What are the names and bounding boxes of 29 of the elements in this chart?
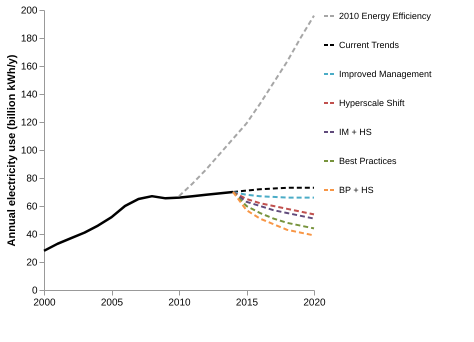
y-tick-label: 200: [20, 6, 38, 16]
x-tick-label: 2000: [33, 298, 56, 308]
legend-label: 2010 Energy Efficiency: [339, 11, 432, 21]
y-tick-label: 60: [26, 202, 38, 212]
legend-label: IM + HS: [339, 127, 372, 137]
y-tick-label: 100: [20, 146, 38, 156]
y-tick-label: 180: [20, 34, 38, 44]
y-tick-label: 20: [26, 258, 38, 268]
y-tick-label: 140: [20, 90, 38, 100]
line-series: [232, 191, 315, 236]
legend-label: Current Trends: [339, 40, 400, 50]
x-tick-label: 2010: [168, 298, 192, 308]
y-tick-label: 40: [26, 230, 38, 240]
x-tick-label: 2015: [236, 298, 259, 308]
line-series: [232, 191, 315, 230]
line-series: [178, 14, 315, 198]
legend-label: Best Practices: [339, 156, 398, 166]
legend-label: Improved Management: [339, 69, 432, 79]
y-tick-label: 80: [26, 174, 38, 184]
x-tick-label: 2005: [100, 298, 124, 308]
y-tick-label: 120: [20, 118, 38, 128]
line-series: [232, 191, 315, 220]
x-tick-label: 2020: [303, 298, 326, 308]
y-axis-title: Annual electricity use (billion kWh/y): [6, 54, 18, 246]
line-series: [232, 191, 315, 216]
y-tick-label: 160: [20, 62, 38, 72]
y-tick-label: 0: [32, 286, 38, 296]
legend-label: Hyperscale Shift: [339, 98, 406, 108]
legend-label: BP + HS: [339, 185, 374, 195]
